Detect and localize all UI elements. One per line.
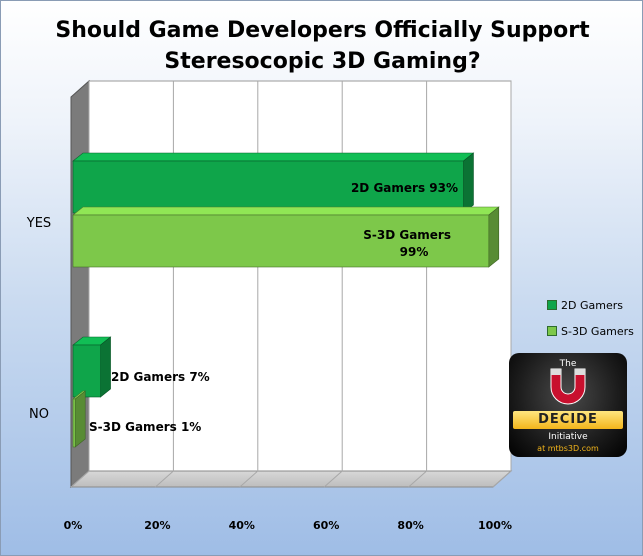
bar-labels: 2D Gamers 93% S-3D Gamers 99% 2D Gamers 7% S… bbox=[89, 181, 458, 434]
chart-title-line-2: Steresocopic 3D Gaming? bbox=[164, 49, 481, 74]
legend-swatch-2d-gamers bbox=[547, 300, 557, 310]
category-labels: YES NO bbox=[26, 216, 51, 422]
bar bbox=[72, 336, 112, 398]
bars bbox=[72, 152, 500, 448]
gridline-floor bbox=[155, 470, 174, 488]
gridline-floor bbox=[408, 470, 427, 488]
plot-back-wall bbox=[88, 80, 512, 472]
category-label: YES bbox=[26, 216, 51, 231]
legend-label-s3d-gamers: S-3D Gamers bbox=[561, 324, 634, 338]
gridline-floor bbox=[239, 470, 259, 488]
bar bbox=[72, 152, 475, 214]
bar-data-label: 2D Gamers 7% bbox=[111, 370, 210, 384]
gridline-floor bbox=[70, 470, 90, 488]
logo-decide-text: DECIDE bbox=[513, 411, 623, 429]
legend-item-2d-gamers: 2D Gamers bbox=[547, 297, 634, 313]
logo-initiative-text: Initiative bbox=[548, 432, 588, 442]
bar bbox=[72, 390, 87, 448]
x-tick-label: 100% bbox=[478, 519, 512, 532]
bar-data-label: 2D Gamers 93% bbox=[351, 181, 458, 195]
x-tick-label: 80% bbox=[397, 519, 423, 532]
x-tick-label: 0% bbox=[64, 519, 83, 532]
bar-data-label: 99% bbox=[400, 245, 429, 259]
x-tick-label: 20% bbox=[144, 519, 170, 532]
x-tick-labels: 0% 20% 40% 60% 80% 100% bbox=[64, 519, 512, 532]
chart-title-line-1: Should Game Developers Officially Suppor… bbox=[55, 18, 590, 43]
chart-title: Should Game Developers Officially Suppor… bbox=[1, 15, 642, 77]
gridline-floor bbox=[492, 470, 512, 488]
decide-initiative-logo: The DECIDE Initiative at mtbs3D.com bbox=[509, 353, 627, 457]
x-tick-label: 40% bbox=[229, 519, 255, 532]
plot-floor bbox=[69, 470, 513, 488]
x-tick-label: 60% bbox=[313, 519, 339, 532]
bar bbox=[72, 206, 500, 268]
legend-item-s3d-gamers: S-3D Gamers bbox=[547, 323, 634, 339]
bar-data-label: S-3D Gamers bbox=[363, 228, 451, 242]
bar-data-label: S-3D Gamers 1% bbox=[89, 420, 201, 434]
magnet-icon bbox=[550, 368, 586, 405]
gridline-floor bbox=[323, 470, 343, 488]
logo-the-text: The bbox=[559, 359, 577, 369]
logo-site-text: at mtbs3D.com bbox=[537, 444, 599, 453]
legend-label-2d-gamers: 2D Gamers bbox=[561, 298, 623, 312]
category-label: NO bbox=[29, 407, 49, 422]
legend-swatch-s3d-gamers bbox=[547, 326, 557, 336]
legend: 2D Gamers S-3D Gamers bbox=[547, 297, 634, 349]
